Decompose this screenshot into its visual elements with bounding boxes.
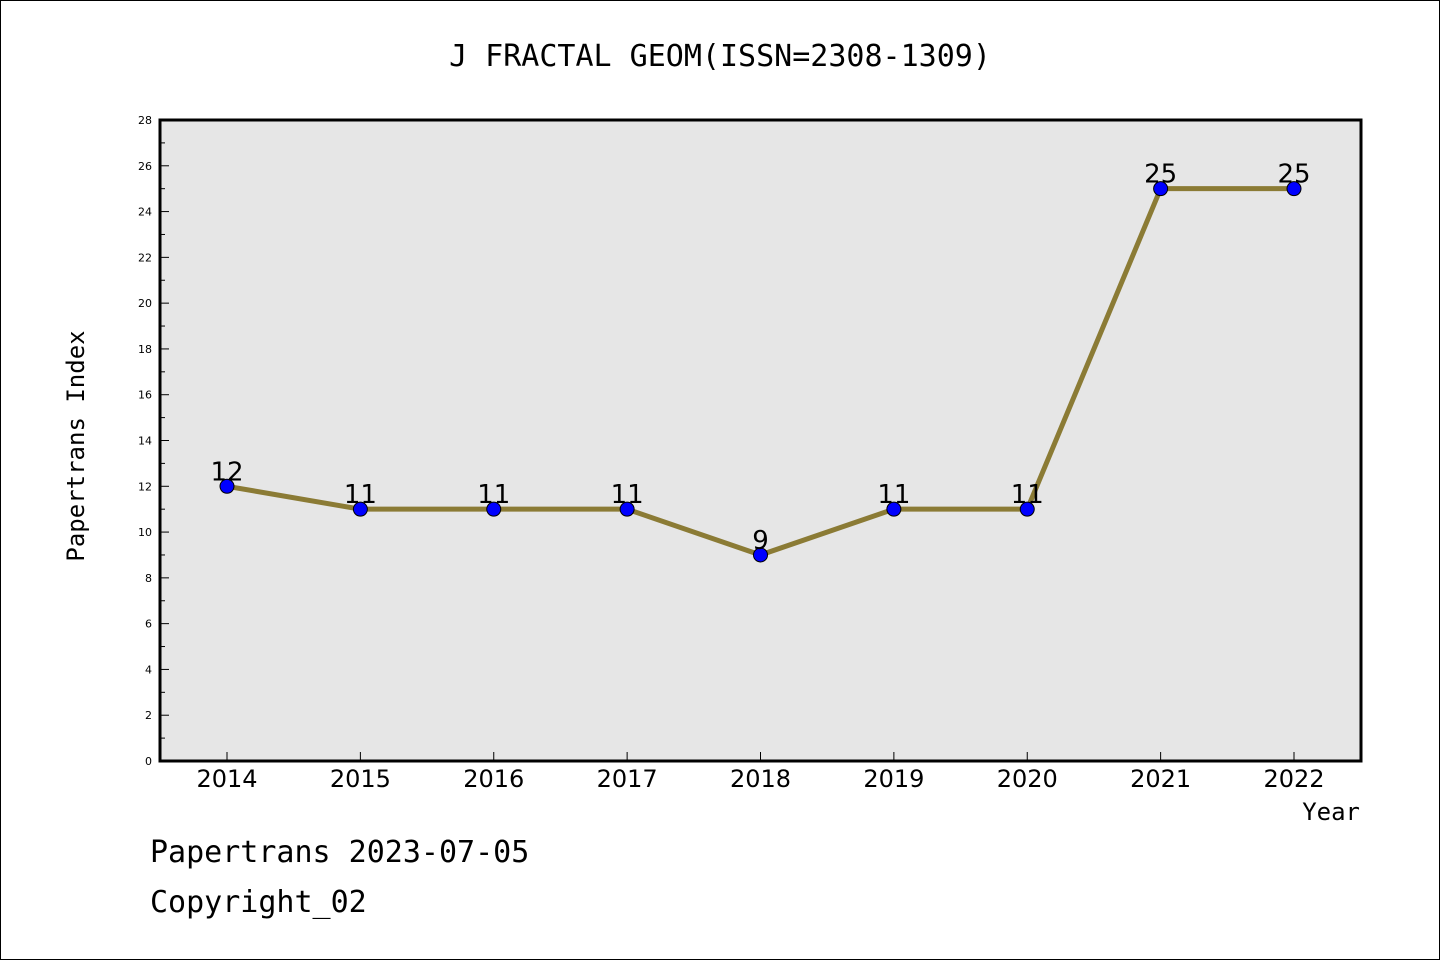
chart-title: J FRACTAL GEOM(ISSN=2308-1309) xyxy=(449,39,991,74)
y-axis-title: Papertrans Index xyxy=(62,330,90,561)
data-point xyxy=(219,478,235,494)
x-axis: 2014 2015 2016 2017 2018 2019 2020 2021 2022 xyxy=(196,752,1325,793)
y-tick-label: 20 xyxy=(138,297,152,310)
x-tick-label: 2019 xyxy=(863,765,924,793)
y-tick-label: 28 xyxy=(138,114,152,127)
data-label: 11 xyxy=(611,480,644,510)
data-label: 11 xyxy=(344,480,377,510)
y-tick-label: 22 xyxy=(138,251,152,264)
y-tick-label: 18 xyxy=(138,343,152,356)
x-tick-label: 2021 xyxy=(1130,765,1191,793)
y-tick-label: 6 xyxy=(145,618,152,631)
data-label: 11 xyxy=(477,480,510,510)
plot-area xyxy=(160,120,1361,761)
y-tick-label: 2 xyxy=(145,709,152,722)
data-point xyxy=(1019,501,1035,517)
y-tick-label: 0 xyxy=(145,755,152,768)
data-label: 12 xyxy=(210,457,243,487)
x-tick-label: 2015 xyxy=(330,765,391,793)
data-point xyxy=(486,501,502,517)
x-tick-label: 2014 xyxy=(196,765,257,793)
y-tick-label: 24 xyxy=(138,206,152,219)
plot-border xyxy=(158,118,1363,763)
data-point xyxy=(1286,181,1302,197)
data-label: 25 xyxy=(1144,160,1177,190)
data-label: 25 xyxy=(1277,160,1310,190)
x-tick-label: 2017 xyxy=(597,765,658,793)
footer-date: Papertrans 2023-07-05 xyxy=(150,835,530,870)
data-label: 9 xyxy=(752,526,769,556)
y-tick-label: 10 xyxy=(138,526,152,539)
data-point xyxy=(619,501,635,517)
data-point xyxy=(886,501,902,517)
y-tick-label: 26 xyxy=(138,160,152,173)
y-tick-label: 12 xyxy=(138,480,152,493)
footer-copyright: Copyright_02 xyxy=(150,885,367,920)
y-tick-label: 16 xyxy=(138,389,152,402)
data-label: 11 xyxy=(877,480,910,510)
y-tick-label: 4 xyxy=(145,663,152,676)
y-tick-label: 8 xyxy=(145,572,152,585)
x-tick-label: 2022 xyxy=(1263,765,1324,793)
y-tick-label: 14 xyxy=(138,435,152,448)
x-axis-title: Year xyxy=(1302,798,1360,826)
data-markers xyxy=(219,181,1302,563)
data-point xyxy=(352,501,368,517)
x-tick-label: 2020 xyxy=(997,765,1058,793)
x-tick-label: 2018 xyxy=(730,765,791,793)
data-point xyxy=(1153,181,1169,197)
data-label: 11 xyxy=(1011,480,1044,510)
x-tick-label: 2016 xyxy=(463,765,524,793)
data-point xyxy=(753,547,768,563)
data-labels: 12 11 11 11 9 11 11 25 25 xyxy=(210,160,1310,556)
